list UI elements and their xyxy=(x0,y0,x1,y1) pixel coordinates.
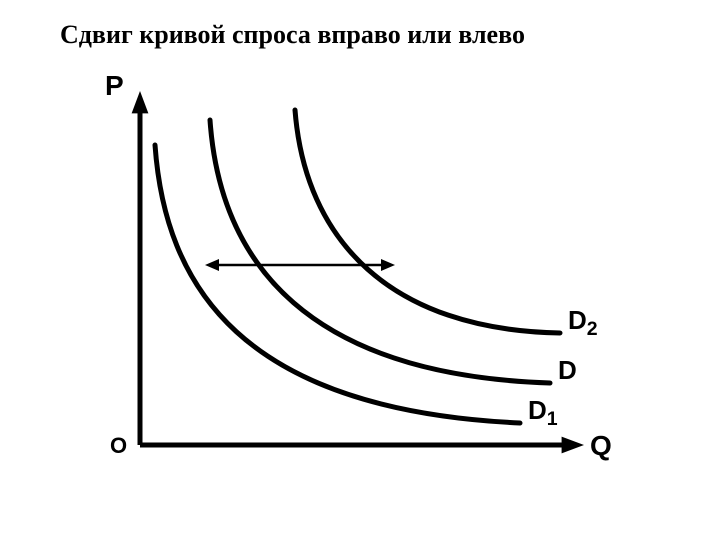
curve-label-d2: D2 xyxy=(568,305,598,341)
y-axis-arrowhead xyxy=(132,91,149,113)
curve-d1 xyxy=(155,145,520,423)
curve-label-d1: D1 xyxy=(528,395,558,431)
shift-arrow-left xyxy=(205,259,219,271)
chart-svg xyxy=(80,65,640,505)
y-axis-label: P xyxy=(105,70,124,102)
curve-d2 xyxy=(295,110,560,333)
origin-label: O xyxy=(110,433,127,459)
x-axis-arrowhead xyxy=(562,437,584,454)
curve-label-d: D xyxy=(558,355,577,386)
demand-shift-chart: P Q O D1 D D2 xyxy=(80,65,640,505)
shift-arrow-right xyxy=(381,259,395,271)
x-axis-label: Q xyxy=(590,430,612,462)
page-title: Сдвиг кривой спроса вправо или влево xyxy=(60,20,525,50)
curve-d xyxy=(210,120,550,383)
